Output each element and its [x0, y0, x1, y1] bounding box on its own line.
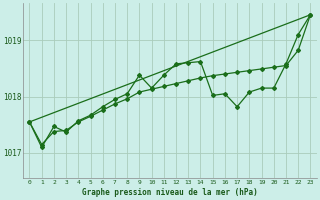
- X-axis label: Graphe pression niveau de la mer (hPa): Graphe pression niveau de la mer (hPa): [82, 188, 258, 197]
